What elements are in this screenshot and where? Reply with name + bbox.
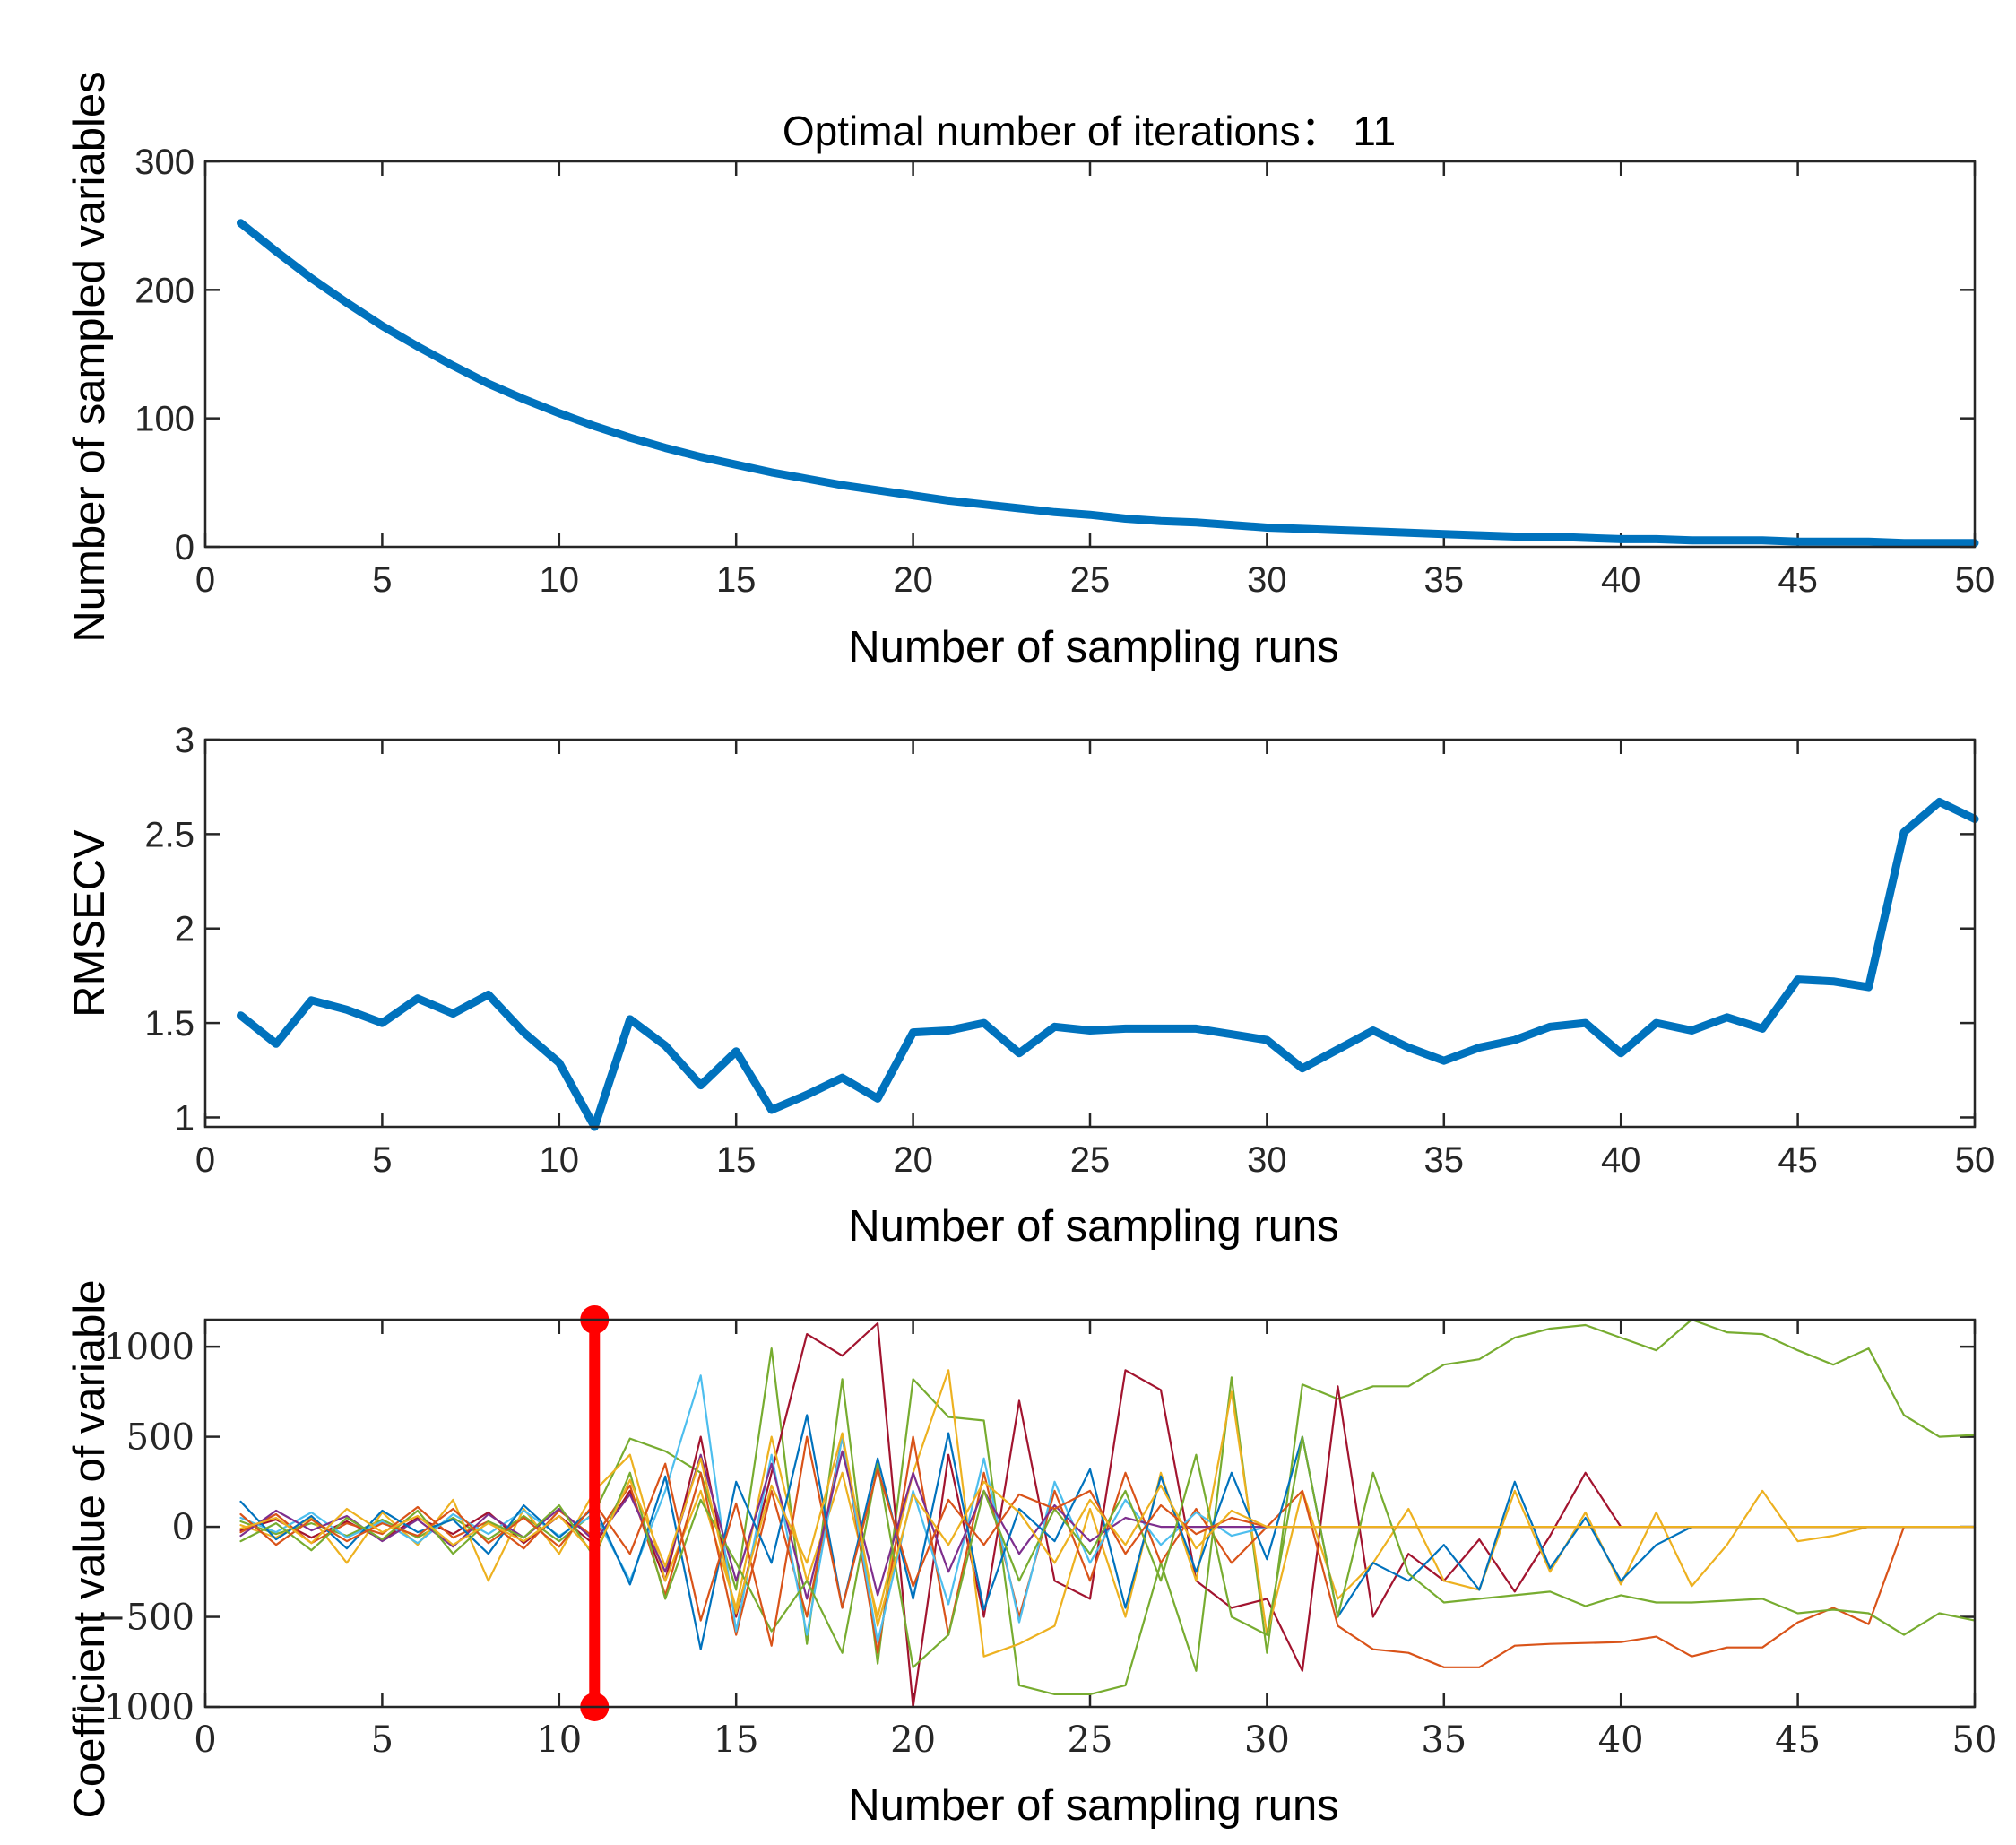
x-tick-label: 50 [1952, 1719, 1998, 1761]
series-line-var-h [239, 1435, 1977, 1668]
x-tick-label: 20 [893, 560, 933, 600]
x-tick-label: 20 [893, 1140, 933, 1180]
y-tick-label: −500 [96, 1598, 195, 1639]
panel-2: RMSECV Number of sampling runs 0 5 10 15 20 2… [65, 721, 1994, 1251]
x-tick-label: 50 [1955, 1140, 1995, 1180]
x-tick-label: 5 [372, 560, 392, 600]
x-tick-label: 45 [1775, 1719, 1821, 1761]
y-tick-label: 200 [134, 271, 195, 310]
series-line-var-j [239, 1432, 1977, 1627]
series-line-var-c [239, 1369, 1977, 1658]
y-tick-label: 2 [175, 910, 195, 949]
panel-3-frame [203, 1318, 1977, 1709]
y-tick-label: 0 [175, 528, 195, 567]
series-line-RMSECV [237, 798, 1979, 1131]
x-tick-label: 0 [195, 560, 215, 600]
panel-3-ticks: 0 5 10 15 20 25 30 35 40 45 50 −1000 −500 0 500 1000 [74, 1320, 1998, 1761]
series-line-var-a [239, 1318, 1977, 1696]
series-line-var-d [239, 1435, 1977, 1668]
panel-3: Coefficient value of variable Number of … [65, 1279, 1997, 1830]
x-tick-label: 35 [1424, 560, 1465, 600]
panel-1-xlabel: Number of sampling runs [848, 623, 1338, 671]
y-tick-label: −1000 [74, 1687, 195, 1728]
x-tick-label: 40 [1598, 1719, 1644, 1761]
panel-2-frame [203, 738, 1977, 1129]
y-tick-label: 300 [134, 143, 195, 182]
panel-2-data [237, 798, 1979, 1131]
y-tick-label: 100 [134, 400, 195, 439]
x-tick-label: 0 [195, 1140, 215, 1180]
panel-1-frame [203, 160, 1977, 549]
x-tick-label: 25 [1068, 1719, 1113, 1761]
panel-1-data [237, 219, 1979, 548]
x-tick-label: 30 [1247, 1140, 1287, 1180]
y-tick-label: 0 [172, 1507, 195, 1548]
x-tick-label: 50 [1955, 560, 1995, 600]
y-tick-label: 3 [175, 721, 195, 760]
panel-1-ylabel: Number of sampled variables [65, 71, 114, 642]
x-tick-label: 15 [714, 1719, 759, 1761]
x-tick-label: 35 [1424, 1140, 1465, 1180]
panel-1-ticks: 0 5 10 15 20 25 30 35 40 45 50 0 100 200 300 [134, 143, 1994, 600]
x-tick-label: 45 [1778, 560, 1818, 600]
series-line-Number of sampled variables [237, 219, 1979, 548]
x-tick-label: 30 [1244, 1719, 1290, 1761]
x-tick-label: 10 [540, 560, 580, 600]
y-tick-label: 1000 [103, 1327, 195, 1368]
x-tick-label: 35 [1421, 1719, 1467, 1761]
x-tick-label: 10 [536, 1719, 582, 1761]
x-tick-label: 45 [1778, 1140, 1818, 1180]
panel-3-data [239, 1305, 1977, 1721]
panel-1-title: Optimal number of iterations： 11 [783, 108, 1396, 154]
x-tick-label: 30 [1247, 560, 1287, 600]
x-tick-label: 25 [1070, 560, 1111, 600]
y-tick-label: 500 [126, 1417, 195, 1459]
x-tick-label: 10 [540, 1140, 580, 1180]
x-tick-label: 5 [372, 1140, 392, 1180]
x-tick-label: 40 [1601, 560, 1641, 600]
x-tick-label: 15 [716, 560, 757, 600]
x-tick-label: 15 [716, 1140, 757, 1180]
x-tick-label: 40 [1601, 1140, 1641, 1180]
panel-3-ylabel: Coefficient value of variable [65, 1279, 114, 1818]
panel-2-ylabel: RMSECV [65, 829, 114, 1018]
x-tick-label: 20 [890, 1719, 936, 1761]
y-tick-label: 1.5 [144, 1004, 195, 1044]
x-tick-label: 0 [194, 1719, 216, 1761]
x-tick-label: 5 [371, 1719, 394, 1761]
y-tick-label: 1 [175, 1098, 195, 1138]
y-tick-label: 2.5 [144, 815, 195, 854]
panel-2-xlabel: Number of sampling runs [848, 1202, 1338, 1251]
panel-1: Optimal number of iterations： 11 Number … [65, 71, 1994, 671]
panel-2-ticks: 0 5 10 15 20 25 30 35 40 45 50 1 1.5 2 2.5 3 [144, 721, 1994, 1180]
panel-3-xlabel: Number of sampling runs [848, 1781, 1338, 1830]
series-line-var-b [239, 1321, 1977, 1709]
series-line-var-g [239, 1414, 1977, 1650]
x-tick-label: 25 [1070, 1140, 1111, 1180]
